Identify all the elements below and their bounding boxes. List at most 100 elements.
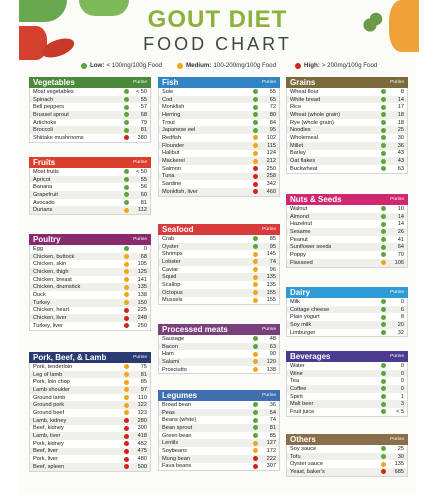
section-legumes: Legumes Purine Broad bean 36 Peas 54 Beans (wh…	[158, 390, 280, 472]
food-name: Apricot	[33, 176, 51, 183]
purine-value: 135	[394, 461, 404, 468]
purine-value: 54	[269, 409, 276, 416]
food-name: Oyster	[162, 243, 179, 250]
purine-value: 150	[137, 299, 147, 306]
section-title: Pork, Beef, & Lamb	[33, 353, 107, 362]
food-row: Almond 14	[287, 212, 407, 221]
orange-dot-icon	[253, 267, 258, 273]
food-name: Beef, spleen	[33, 463, 65, 470]
food-row: Chicken, thigh 125	[30, 268, 150, 276]
food-row: Prosciutto 138	[159, 365, 279, 374]
purine-value: 122	[137, 402, 147, 409]
food-name: Pork, tenderloin	[33, 363, 73, 370]
food-list: Sole 55 Cod 65 Monkfish 72 Herring 80 Trout 84 Jap…	[158, 88, 280, 197]
purine-value: 135	[137, 284, 147, 291]
purine-value: 0	[400, 362, 404, 369]
purine-value: 14	[397, 213, 404, 220]
food-row: Chicken, heart 225	[30, 306, 150, 315]
purine-value: 225	[137, 307, 147, 314]
food-row: Coffee 0	[287, 385, 407, 393]
food-row: Barley 43	[287, 149, 407, 158]
orange-dot-icon	[124, 387, 129, 393]
food-name: Ham	[162, 351, 174, 358]
food-row: Wheat flour 8	[287, 88, 407, 96]
legend-medium: Medium: 100-200mg/100g Food	[177, 62, 276, 69]
purine-value: 17	[397, 104, 404, 111]
legend-low-text: < 100mg/100g Food	[106, 62, 162, 69]
food-row: Salmon 250	[159, 164, 279, 173]
green-dot-icon	[253, 410, 258, 416]
food-name: Lentils	[162, 440, 179, 447]
food-name: Lamb, kidney	[33, 417, 67, 424]
orange-dot-icon	[381, 461, 386, 467]
food-name: Caviar	[162, 266, 179, 273]
purine-value: 250	[137, 322, 147, 329]
green-dot-icon	[381, 166, 386, 172]
food-name: Lamb shoulder	[33, 386, 71, 393]
green-dot-icon	[253, 127, 258, 133]
food-row: Fruit juice < 5	[287, 408, 407, 416]
food-name: Ground beef	[33, 409, 65, 416]
orange-dot-icon	[124, 277, 129, 283]
food-row: Mung bean 222	[159, 454, 279, 463]
food-name: Avocado	[33, 199, 55, 206]
green-dot-icon	[381, 89, 386, 95]
food-row: Lamb shoulder 97	[30, 386, 150, 394]
section-vegetables: Vegetables Purine Most vegetables < 50 Spina…	[29, 77, 151, 143]
purine-value: 48	[269, 335, 276, 342]
green-dot-icon	[381, 237, 386, 243]
food-row: Hazelnut 14	[287, 220, 407, 229]
food-row: Ground beef 123	[30, 409, 150, 417]
red-dot-icon	[124, 433, 129, 439]
green-dot-icon	[381, 206, 386, 212]
purine-value: 79	[140, 119, 147, 126]
food-name: Milk	[290, 298, 300, 305]
food-row: Fava beans 307	[159, 462, 279, 471]
purine-value: 90	[269, 351, 276, 358]
purine-value: 74	[269, 417, 276, 424]
purine-value: 115	[267, 142, 276, 149]
purine-value: 10	[397, 205, 404, 212]
food-row: Oyster 95	[159, 242, 279, 251]
food-row: Flounder 115	[159, 141, 279, 150]
food-name: Chicken, buttock	[33, 253, 75, 260]
section-fish: Fish Purine Sole 55 Cod 65 Monkfish 72 Herring 80…	[158, 77, 280, 197]
green-dot-icon	[381, 244, 386, 250]
purine-column-header: Purine	[390, 197, 404, 202]
green-dot-icon	[253, 104, 258, 110]
food-row: Chicken, buttock 68	[30, 252, 150, 261]
section-header: Fish Purine	[158, 77, 280, 88]
green-dot-icon	[124, 246, 129, 252]
legend-low: Low: < 100mg/100g Food	[81, 62, 162, 69]
food-name: Wholemeal	[290, 134, 318, 141]
purine-value: 85	[269, 235, 276, 242]
food-name: Artichoke	[33, 119, 57, 126]
food-name: Pork, liver	[33, 456, 58, 463]
green-dot-icon	[381, 409, 386, 415]
green-dot-icon	[381, 158, 386, 164]
purine-value: 135	[266, 274, 276, 281]
food-row: Lamb, liver 418	[30, 432, 150, 440]
food-row: Bean sprout 81	[159, 424, 279, 432]
food-row: Poppy 70	[287, 251, 407, 259]
purine-value: 258	[266, 173, 276, 180]
purine-value: 172	[266, 447, 276, 454]
purine-value: 95	[269, 127, 276, 134]
food-row: Scallop 135	[159, 281, 279, 289]
red-dot-icon	[295, 62, 301, 69]
food-row: Broccoli 81	[30, 126, 150, 135]
food-name: Mussels	[162, 297, 183, 304]
purine-value: 123	[137, 409, 147, 416]
food-name: Limburger	[290, 329, 316, 336]
food-row: Wholemeal 30	[287, 134, 407, 142]
food-row: Cod 65	[159, 95, 279, 104]
red-dot-icon	[253, 463, 258, 469]
food-row: Shiitake mushrooms 380	[30, 134, 150, 142]
section-title: Fish	[162, 78, 179, 87]
food-name: Tea	[290, 378, 300, 385]
food-name: Herring	[162, 111, 181, 118]
food-row: Grapefruit 60	[30, 191, 150, 199]
food-name: Beef, liver	[33, 448, 58, 455]
food-row: Broad bean 36	[159, 401, 279, 409]
purine-value: 14	[397, 96, 404, 103]
